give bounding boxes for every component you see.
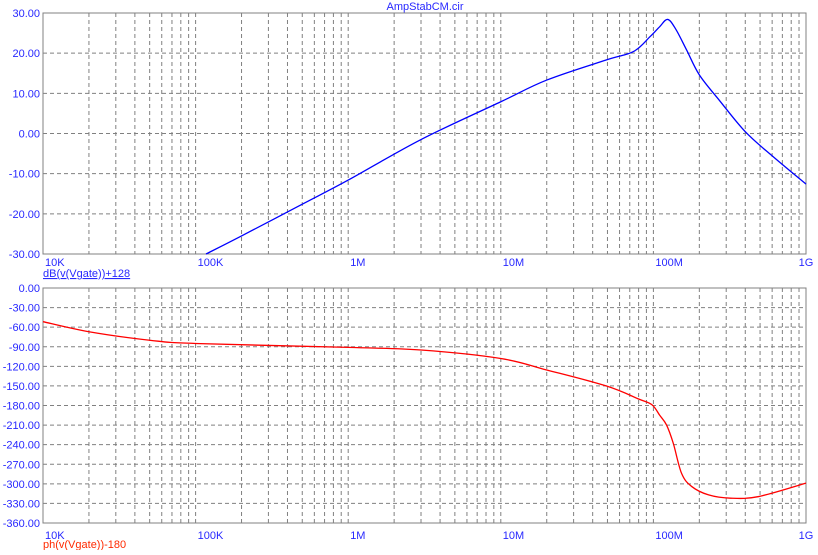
phase-legend[interactable]: ph(v(Vgate))-180 (43, 539, 126, 551)
y-tick-label: -210.00 (3, 420, 40, 432)
y-tick-label: 0.00 (19, 129, 40, 141)
y-tick-label: -60.00 (9, 322, 40, 334)
y-tick-label: -150.00 (3, 381, 40, 393)
plot-frame (42, 12, 807, 255)
y-tick-label: -240.00 (3, 440, 40, 452)
x-tick-label: 1M (350, 530, 365, 542)
y-tick-label: -120.00 (3, 361, 40, 373)
y-tick-label: -10.00 (9, 169, 40, 181)
x-tick-label: 10M (503, 530, 524, 542)
y-tick-label: -30.00 (9, 249, 40, 261)
y-tick-label: 20.00 (12, 48, 40, 60)
x-tick-label: 10M (503, 257, 524, 269)
x-tick-label: 100M (655, 530, 683, 542)
y-tick-label: -20.00 (9, 209, 40, 221)
x-tick-label: 100K (198, 530, 224, 542)
x-tick-label: 10K (45, 530, 65, 542)
chart-title: AmpStabCM.cir (386, 1, 463, 13)
y-tick-label: -270.00 (3, 459, 40, 471)
x-tick-label: 1M (350, 257, 365, 269)
x-tick-label: 10K (45, 257, 65, 269)
y-tick-label: -300.00 (3, 479, 40, 491)
y-tick-label: 0.00 (19, 283, 40, 295)
x-tick-label: 100K (198, 257, 224, 269)
x-tick-label: 1G (799, 257, 814, 269)
y-tick-label: -30.00 (9, 303, 40, 315)
y-tick-label: -360.00 (3, 518, 40, 530)
magnitude-series-line (205, 18, 807, 255)
magnitude-panel: 30.00 20.00 10.00 0.00 -10.00 -20.00 -30.00 10K… (9, 8, 814, 269)
magnitude-legend[interactable]: dB(v(Vgate))+128 (43, 268, 130, 280)
phase-panel: 0.00 -30.00 -60.00 -90.00 -120.00 -150.00 -180… (3, 283, 814, 542)
y-tick-label: -330.00 (3, 498, 40, 510)
phase-series-line (42, 321, 807, 500)
plot-frame (42, 287, 807, 524)
y-tick-label: 10.00 (12, 88, 40, 100)
y-tick-label: 30.00 (12, 8, 40, 20)
x-tick-label: 100M (655, 257, 683, 269)
y-tick-label: -180.00 (3, 401, 40, 413)
y-tick-label: -90.00 (9, 342, 40, 354)
x-tick-label: 1G (799, 530, 814, 542)
